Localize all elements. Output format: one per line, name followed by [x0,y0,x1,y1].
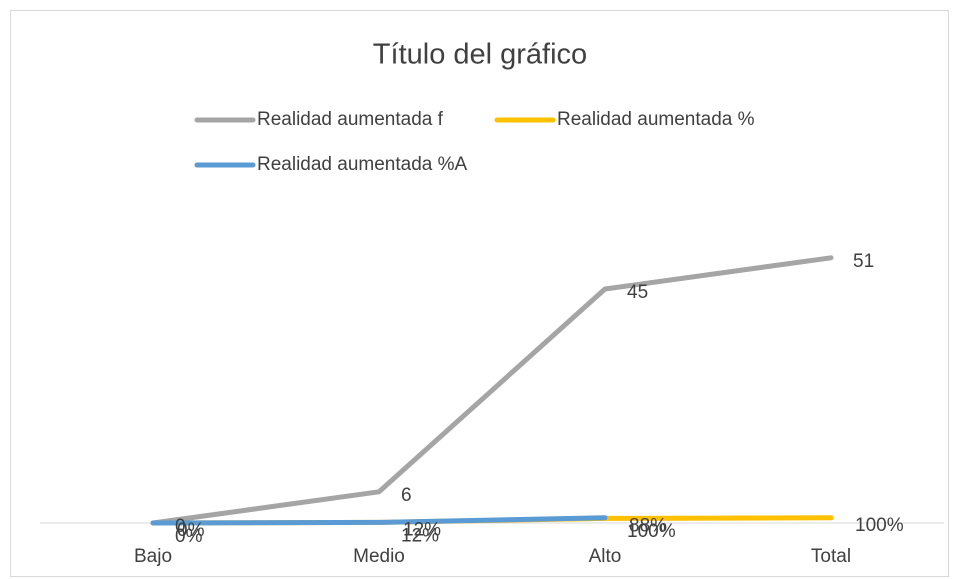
line-series [150,255,834,526]
data-label: 0% [177,520,205,541]
x-tick-label: Alto [589,546,622,567]
chart-title: Título del gráfico [373,39,587,71]
chart-border [10,10,949,577]
data-label: 88% [629,515,667,536]
legend-label: Realidad aumentada f [257,109,444,130]
legend-label: Realidad aumentada % [557,109,755,130]
data-label: 0% [175,526,203,547]
x-tick-label: Bajo [134,546,172,567]
data-label: 6 [401,485,412,506]
data-label: 100% [627,521,676,542]
x-tick-label: Total [811,546,851,567]
data-label: 12% [401,525,439,546]
data-label: 100% [855,515,904,536]
x-tick-label: Medio [353,546,405,567]
data-label: 45 [627,282,648,303]
line-series [150,515,608,526]
data-label: 0 [175,516,186,537]
legend-label: Realidad aumentada %A [257,154,468,175]
data-label: 51 [853,251,874,272]
data-label: 12% [403,519,441,540]
